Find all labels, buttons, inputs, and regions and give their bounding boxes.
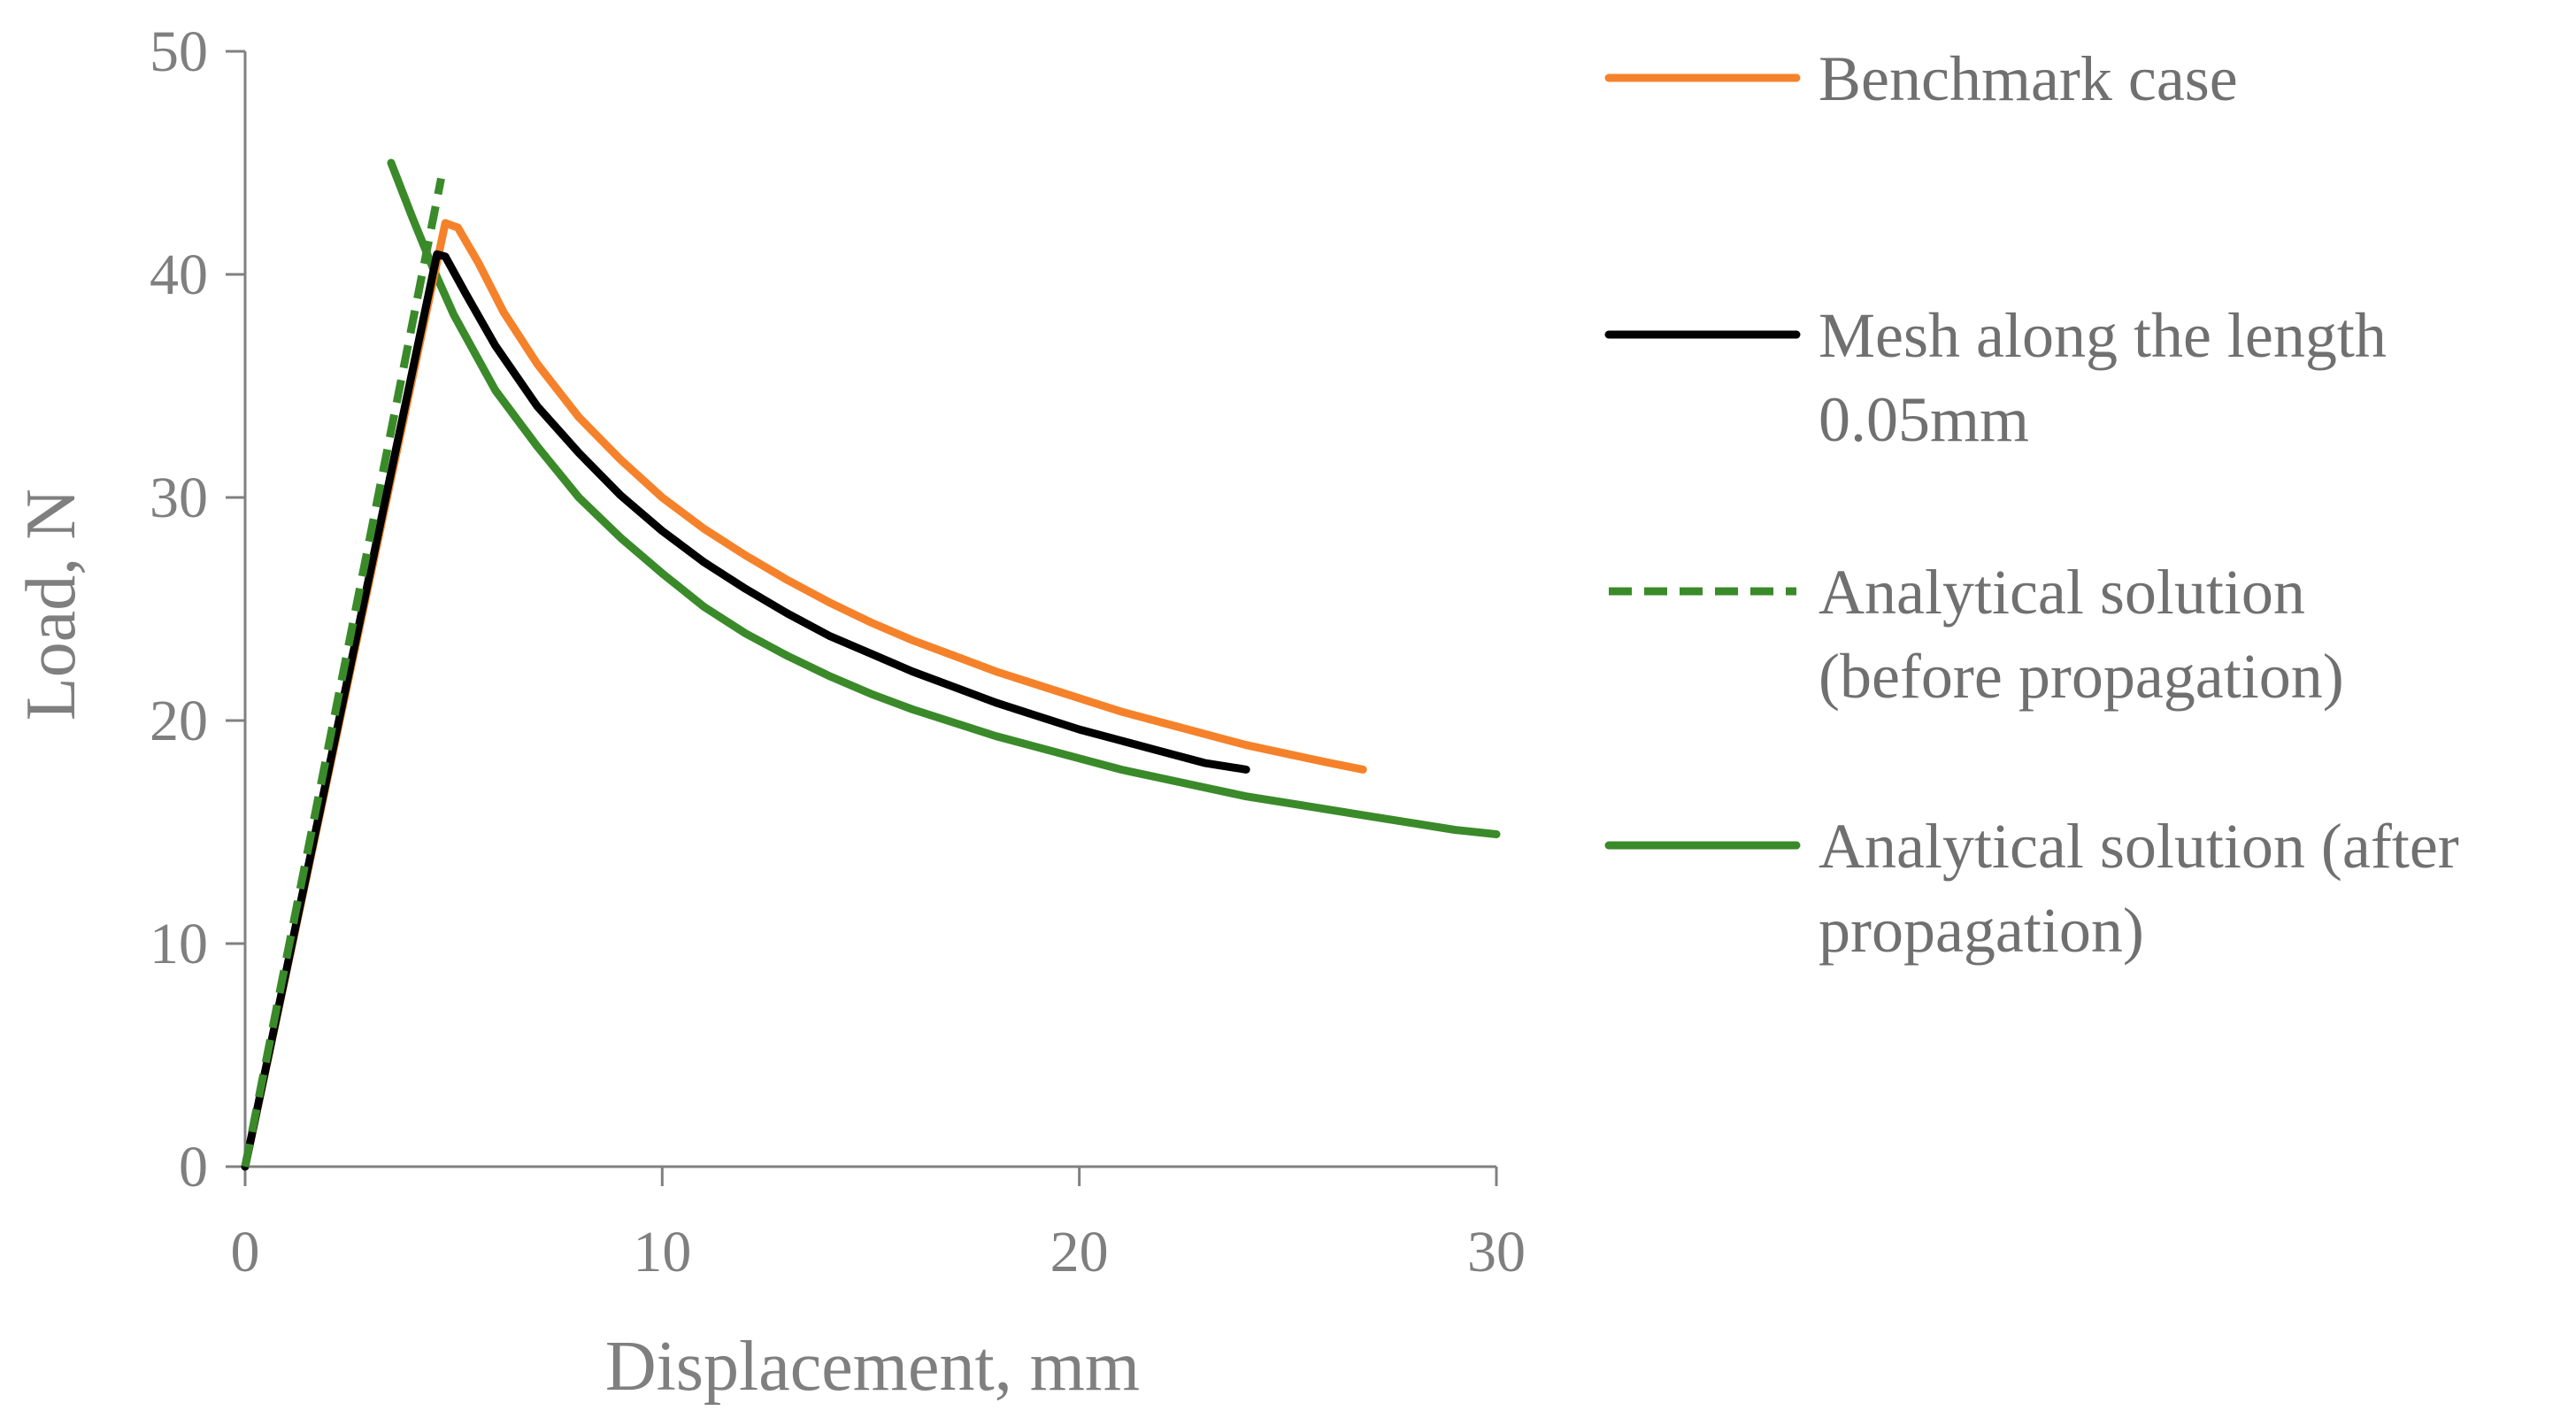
series-line-benchmark-case bbox=[241, 219, 1367, 1171]
y-tick-label: 10 bbox=[150, 912, 208, 976]
legend-label: 0.05mm bbox=[1819, 384, 2029, 455]
x-axis-title: Displacement, mm bbox=[605, 1328, 1140, 1406]
legend-label: propagation) bbox=[1819, 895, 2144, 966]
series-line-analytical-solution-before-propagation bbox=[241, 177, 445, 1168]
legend-item-mesh-along-the-length-0-05mm: Mesh along the length 0.05mm bbox=[1604, 300, 2387, 455]
legend-item-analytical-solution-before-propagation: Analytical solution (before propagation) bbox=[1609, 557, 2344, 712]
legend-label: Analytical solution bbox=[1819, 557, 2305, 628]
legend-label: Mesh along the length bbox=[1819, 300, 2387, 371]
y-axis-title: Load, N bbox=[12, 489, 90, 721]
legend: Benchmark case Mesh along the length 0.05m… bbox=[1604, 43, 2459, 966]
legend-label: (before propagation) bbox=[1819, 641, 2344, 712]
legend-label: Benchmark case bbox=[1819, 43, 2238, 114]
series-line-mesh-along-the-length-0-05mm bbox=[241, 250, 1250, 1171]
x-tick-label: 0 bbox=[231, 1220, 260, 1284]
x-tick-label: 10 bbox=[633, 1220, 691, 1284]
y-tick-label: 40 bbox=[150, 243, 208, 307]
y-tick-label: 50 bbox=[150, 19, 208, 84]
y-tick-label: 30 bbox=[150, 466, 208, 530]
series-lines bbox=[241, 158, 1501, 1171]
y-tick-label: 20 bbox=[150, 689, 208, 753]
series-line-analytical-solution-after-propagation bbox=[387, 158, 1501, 838]
axes: 0 10 20 30 40 50 0 10 20 30 bbox=[150, 19, 1526, 1284]
legend-item-analytical-solution-after-propagation: Analytical solution (after propagation) bbox=[1604, 811, 2459, 966]
y-tick-label: 0 bbox=[179, 1135, 208, 1199]
legend-label: Analytical solution (after bbox=[1819, 811, 2459, 882]
legend-item-benchmark-case: Benchmark case bbox=[1604, 43, 2238, 114]
x-tick-label: 30 bbox=[1467, 1220, 1526, 1284]
x-tick-label: 20 bbox=[1050, 1220, 1109, 1284]
